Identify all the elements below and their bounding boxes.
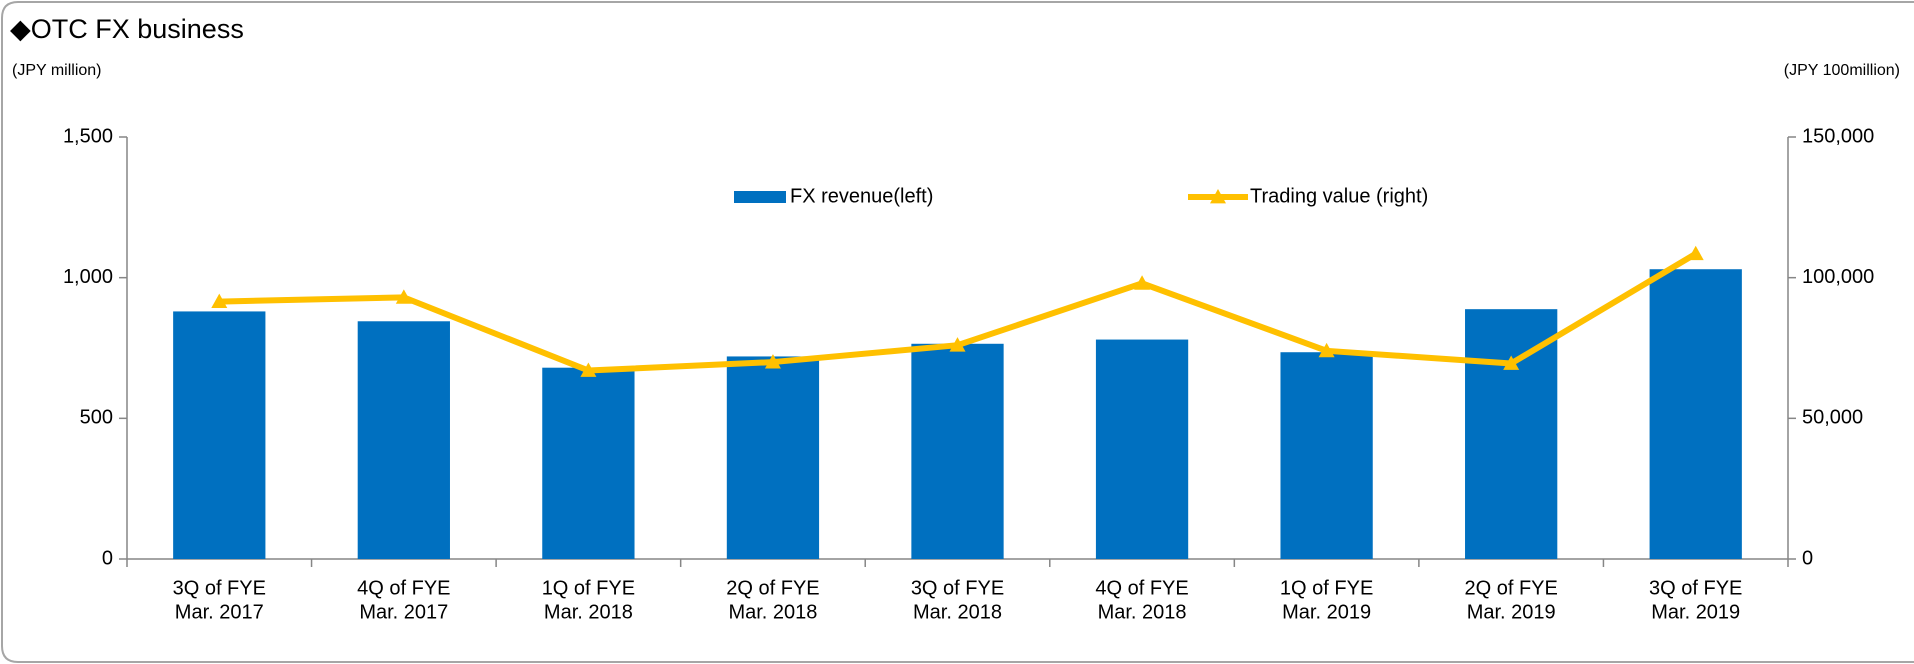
y2-tick-label: 0 [1802, 547, 1813, 569]
bar [542, 367, 635, 559]
x-tick-label: Mar. 2018 [1098, 601, 1187, 623]
y-tick-label: 1,500 [63, 125, 113, 147]
line-marker [764, 354, 781, 369]
legend-label: Trading value (right) [1250, 185, 1428, 207]
y2-tick-label: 100,000 [1802, 266, 1874, 288]
y2-tick-label: 150,000 [1802, 125, 1874, 147]
line-marker [949, 337, 966, 352]
x-tick-label: 2Q of FYE [1464, 577, 1557, 599]
line-marker [580, 362, 597, 377]
y-axis-label: (JPY million) [12, 62, 102, 79]
x-tick-label: 4Q of FYE [357, 577, 450, 599]
y-tick-label: 0 [102, 547, 113, 569]
x-tick-label: Mar. 2018 [544, 601, 633, 623]
line-marker [211, 293, 228, 308]
chart-title: ◆OTC FX business [10, 14, 244, 44]
bar [1649, 269, 1742, 559]
y2-tick-label: 50,000 [1802, 407, 1863, 429]
x-tick-label: Mar. 2019 [1282, 601, 1371, 623]
x-tick-label: 1Q of FYE [1280, 577, 1373, 599]
legend-swatch [734, 191, 786, 203]
line-marker [1134, 275, 1151, 290]
x-tick-label: Mar. 2018 [913, 601, 1002, 623]
x-tick-label: Mar. 2018 [728, 601, 817, 623]
y2-axis-label: (JPY 100million) [1784, 62, 1900, 79]
x-tick-label: 2Q of FYE [726, 577, 819, 599]
x-tick-label: 3Q of FYE [1649, 577, 1742, 599]
x-tick-label: Mar. 2019 [1651, 601, 1740, 623]
bar [173, 311, 266, 559]
x-tick-label: Mar. 2017 [175, 601, 264, 623]
x-tick-label: 1Q of FYE [542, 577, 635, 599]
line-marker [395, 289, 412, 304]
bar [1465, 309, 1558, 559]
x-tick-label: Mar. 2017 [359, 601, 448, 623]
bar [357, 321, 450, 559]
x-tick-label: 4Q of FYE [1095, 577, 1188, 599]
y-tick-label: 500 [80, 407, 113, 429]
y-tick-label: 1,000 [63, 266, 113, 288]
bar [1280, 352, 1373, 559]
x-tick-label: Mar. 2019 [1467, 601, 1556, 623]
bar [1095, 339, 1189, 559]
line-marker [1687, 245, 1704, 261]
x-tick-label: 3Q of FYE [911, 577, 1004, 599]
bar [911, 343, 1004, 559]
legend-label: FX revenue(left) [790, 185, 933, 207]
line-marker [1503, 355, 1520, 370]
line-marker [1318, 342, 1335, 358]
legend-marker [1210, 189, 1226, 204]
x-tick-label: 3Q of FYE [173, 577, 266, 599]
bar [726, 356, 820, 559]
